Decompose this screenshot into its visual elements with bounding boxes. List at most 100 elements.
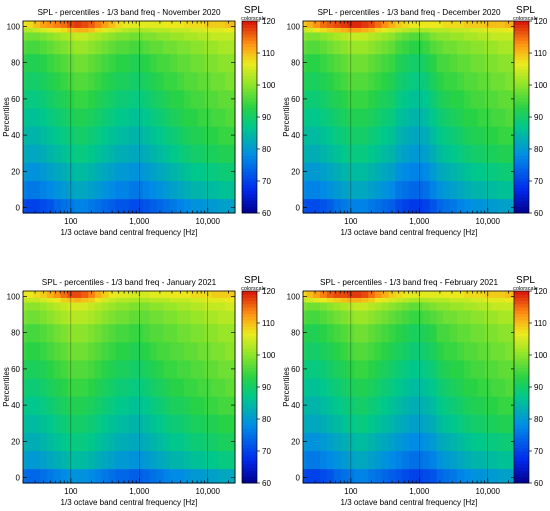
heatmap-cell: [395, 468, 403, 484]
heatmap-cells: [23, 21, 236, 214]
heatmap-cell: [313, 144, 321, 163]
heatmap-cell: [374, 198, 383, 214]
heatmap-cell: [415, 162, 424, 181]
heatmap-cell: [422, 341, 431, 361]
heatmap-cell: [333, 291, 342, 298]
heatmap-cell: [436, 359, 444, 379]
heatmap-cell: [381, 450, 390, 470]
heatmap-cell: [347, 310, 355, 325]
heatmap-cell: [183, 323, 192, 343]
heatmap-cell: [422, 126, 431, 145]
colorbar-segment: [514, 479, 529, 484]
heatmap-cell: [326, 323, 335, 343]
heatmap-cell: [94, 359, 103, 379]
x-tick-label: 10,000: [196, 217, 221, 226]
colorbar-segment: [242, 348, 257, 353]
colorbar-segment: [242, 342, 257, 346]
colorbar-segment: [242, 345, 257, 350]
heatmap-cell: [361, 89, 369, 109]
heatmap-cell: [142, 301, 151, 311]
heatmap-cell: [333, 432, 342, 451]
heatmap-cell: [197, 450, 206, 470]
colorbar-segment: [242, 21, 257, 25]
heatmap-cell: [422, 180, 431, 200]
heatmap-cell: [306, 144, 314, 163]
colorbar-segment: [514, 403, 529, 407]
heatmap-cell: [470, 27, 479, 33]
heatmap-cell: [395, 27, 403, 33]
heatmap-cell: [225, 53, 236, 73]
heatmap-cell: [306, 31, 314, 41]
heatmap-cell: [463, 144, 472, 163]
heatmap-cell: [456, 89, 465, 109]
heatmap-cell: [320, 31, 328, 41]
heatmap-cell: [443, 468, 451, 484]
colorbar-segment: [242, 479, 257, 484]
heatmap-cell: [374, 21, 383, 28]
heatmap-cell: [176, 310, 185, 325]
colorbar-segment: [514, 393, 529, 398]
heatmap-cell: [347, 180, 355, 200]
heatmap-cell: [190, 450, 199, 470]
heatmap-cell: [340, 40, 349, 55]
heatmap-cell: [129, 21, 137, 28]
heatmap-cell: [101, 21, 110, 28]
heatmap-cell: [449, 323, 458, 343]
heatmap-cell: [477, 396, 486, 415]
heatmap-cell: [402, 301, 410, 311]
heatmap-cell: [156, 107, 164, 127]
heatmap-cell: [101, 432, 110, 451]
heatmap-cell: [347, 162, 355, 181]
colorbar-segment: [514, 351, 529, 356]
colorbar-segment: [514, 46, 529, 51]
heatmap-cell: [218, 107, 226, 127]
heatmap-cell: [436, 71, 444, 91]
colorbar-segment: [514, 145, 529, 150]
heatmap-cell: [381, 432, 390, 451]
colorbar-segment: [514, 390, 529, 394]
heatmap-cell: [409, 341, 417, 361]
colorbar-segment: [514, 358, 529, 362]
heatmap-cell: [40, 432, 48, 451]
heatmap-cell: [303, 144, 307, 163]
heatmap-cell: [204, 396, 212, 415]
colorbar-segment: [242, 133, 257, 137]
heatmap-cell: [470, 53, 479, 73]
heatmap-cell: [115, 359, 123, 379]
heatmap-cell: [115, 291, 123, 298]
heatmap-cell: [361, 301, 369, 311]
heatmap-cell: [163, 323, 171, 343]
heatmap-cell: [142, 40, 151, 55]
heatmap-cell: [498, 198, 506, 214]
colorbar-segment: [242, 129, 257, 134]
heatmap-cell: [463, 468, 472, 484]
heatmap-cell: [74, 377, 82, 397]
heatmap-cell: [183, 53, 192, 73]
heatmap-cell: [129, 341, 137, 361]
heatmap-cell: [176, 180, 185, 200]
heatmap-cell: [484, 31, 492, 41]
heatmap-cell: [183, 396, 192, 415]
heatmap-cell: [218, 377, 226, 397]
heatmap-cell: [23, 40, 27, 55]
heatmap-cell: [491, 468, 499, 484]
heatmap-cell: [176, 21, 185, 28]
heatmap-cell: [306, 301, 314, 311]
heatmap-cell: [429, 359, 438, 379]
heatmap-cell: [306, 310, 314, 325]
heatmap-cell: [67, 341, 75, 361]
heatmap-cell: [115, 310, 123, 325]
heatmap-cell: [443, 53, 451, 73]
heatmap-cell: [197, 359, 206, 379]
heatmap-cell: [101, 450, 110, 470]
heatmap-cell: [326, 468, 335, 484]
heatmap-cell: [498, 310, 506, 325]
heatmap-cell: [197, 297, 206, 303]
heatmap-cell: [443, 144, 451, 163]
heatmap-cell: [149, 53, 158, 73]
heatmap-cell: [354, 27, 362, 33]
colorbar-segment: [242, 56, 257, 60]
heatmap-cell: [26, 414, 34, 433]
heatmap-cell: [108, 432, 116, 451]
heatmap-cell: [197, 31, 206, 41]
